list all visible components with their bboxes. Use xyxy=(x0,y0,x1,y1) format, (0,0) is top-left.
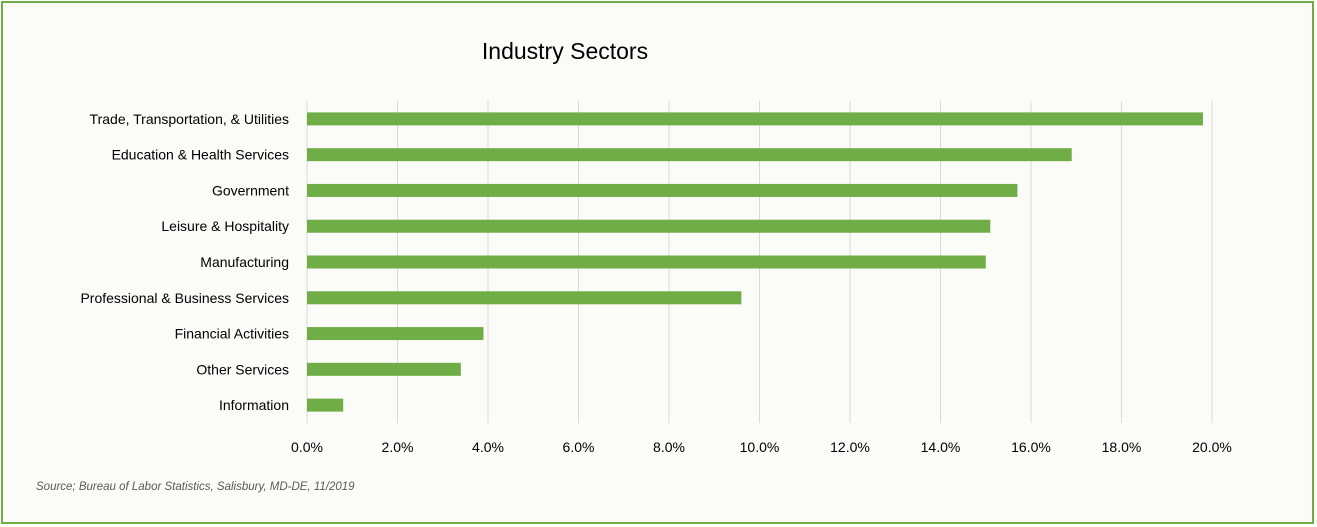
x-tick-label: 4.0% xyxy=(472,439,504,455)
category-label: Professional & Business Services xyxy=(80,290,289,306)
x-tick-label: 14.0% xyxy=(921,439,961,455)
category-label: Other Services xyxy=(196,361,289,377)
bars xyxy=(307,112,1203,412)
bar xyxy=(307,362,461,376)
category-label: Trade, Transportation, & Utilities xyxy=(90,111,289,127)
x-tick-labels: 0.0% 2.0% 4.0% 6.0% 8.0% 10.0% 12.0% 14.0% 16.0%… xyxy=(291,439,1232,455)
x-tick-label: 8.0% xyxy=(653,439,685,455)
x-tick-label: 16.0% xyxy=(1011,439,1051,455)
bar xyxy=(307,148,1072,162)
category-label: Financial Activities xyxy=(175,326,289,342)
bar xyxy=(307,327,484,341)
category-labels: Trade, Transportation, & Utilities Educat… xyxy=(80,111,289,413)
x-tick-label: 2.0% xyxy=(382,439,414,455)
x-tick-label: 6.0% xyxy=(563,439,595,455)
x-tick-label: 20.0% xyxy=(1192,439,1232,455)
x-tick-label: 12.0% xyxy=(830,439,870,455)
x-tick-label: 0.0% xyxy=(291,439,323,455)
category-label: Information xyxy=(219,397,289,413)
category-label: Manufacturing xyxy=(200,254,289,270)
x-tick-label: 10.0% xyxy=(740,439,780,455)
category-label: Education & Health Services xyxy=(112,147,289,163)
bar xyxy=(307,291,742,305)
category-label: Government xyxy=(212,182,289,198)
bar xyxy=(307,183,1018,197)
source-note: Source; Bureau of Labor Statistics, Sali… xyxy=(36,481,355,493)
x-tick-label: 18.0% xyxy=(1102,439,1142,455)
bar xyxy=(307,112,1203,126)
bar xyxy=(307,219,991,233)
bar xyxy=(307,398,344,412)
bar xyxy=(307,255,986,269)
chart-title: Industry Sectors xyxy=(481,38,649,64)
category-label: Leisure & Hospitality xyxy=(161,218,289,234)
